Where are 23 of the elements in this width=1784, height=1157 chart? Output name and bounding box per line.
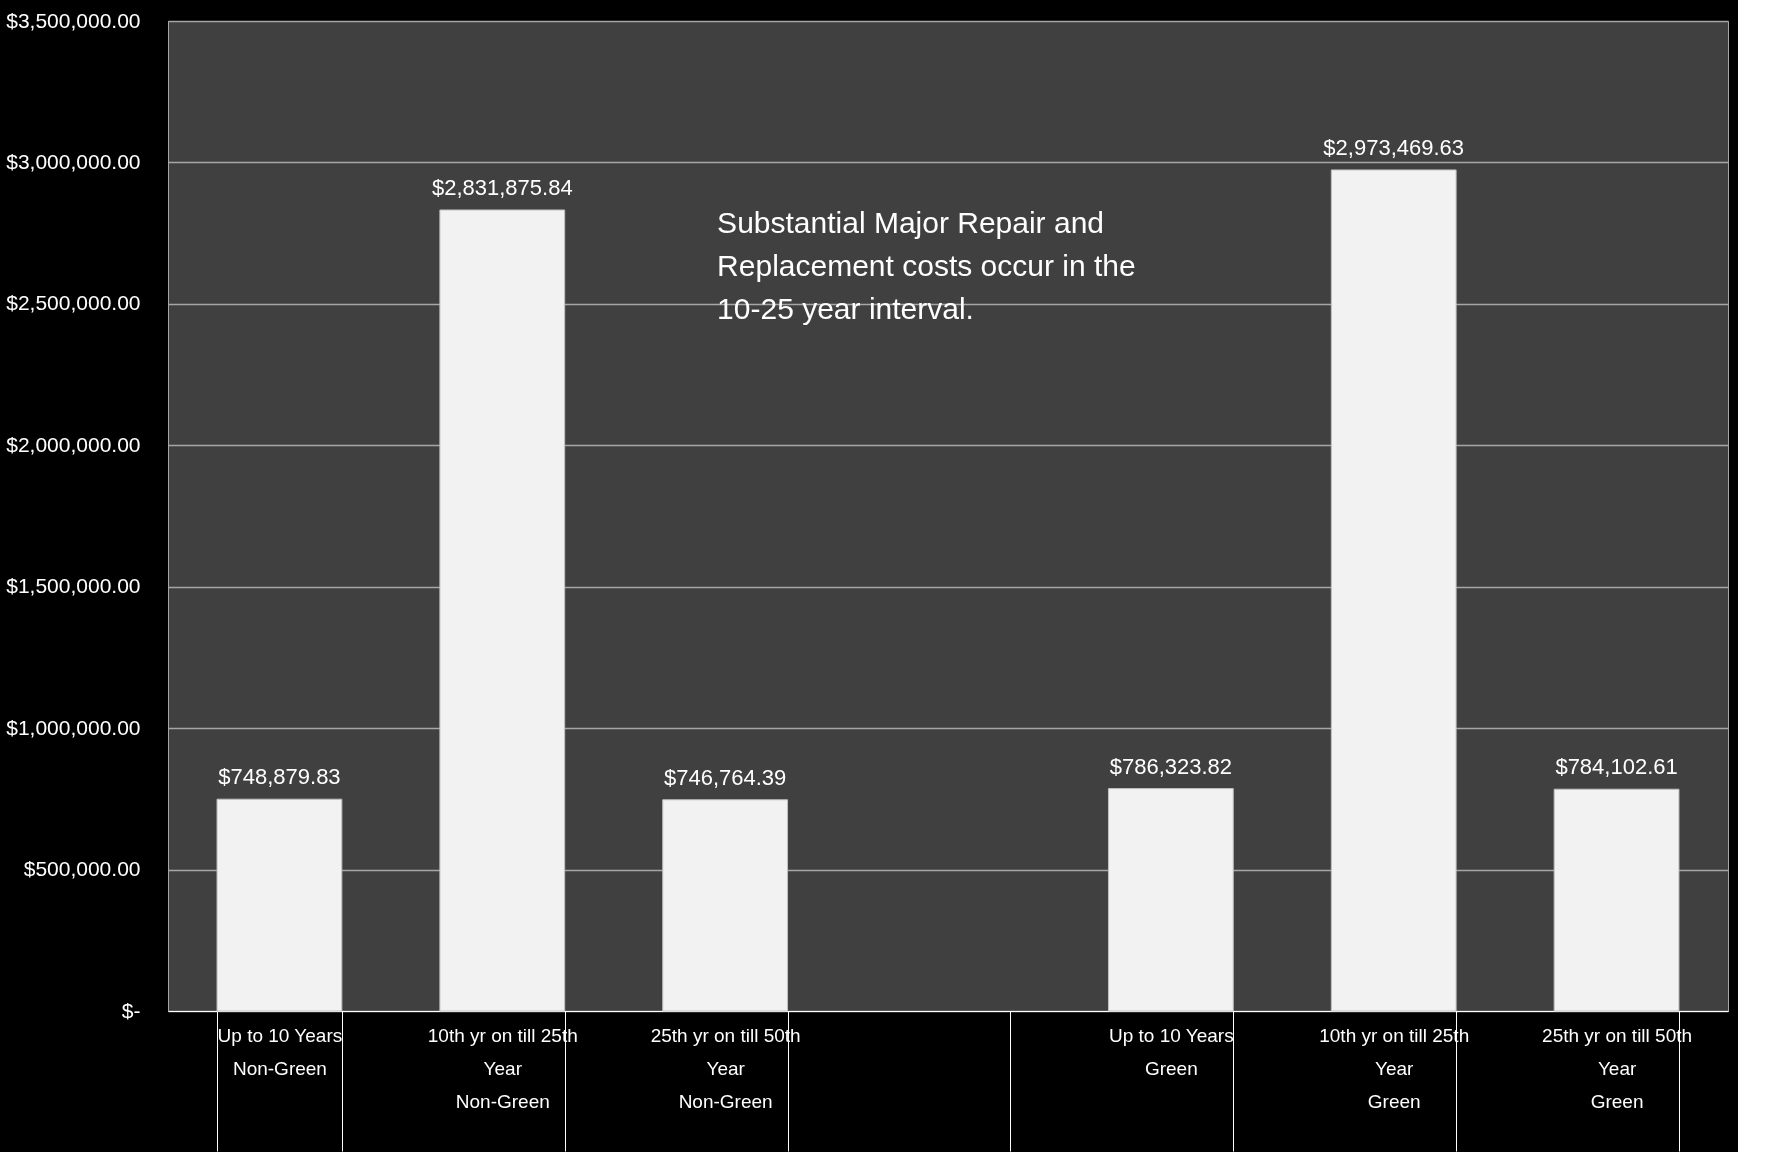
data-label: $748,879.83 [218,764,341,790]
y-tick-label: $3,000,000.00 [6,149,141,173]
y-tick-label: $1,000,000.00 [6,715,141,739]
bar [1330,169,1457,1012]
bar [439,209,566,1012]
y-tick-label: $1,500,000.00 [6,574,141,598]
x-tick-label: Up to 10 Years Non-Green [217,1024,343,1079]
data-label: $2,973,469.63 [1323,134,1465,160]
data-label: $746,764.39 [663,764,787,790]
y-tick-label: $2,500,000.00 [6,291,141,315]
data-label: $786,323.82 [1109,753,1233,779]
bar [216,798,343,1012]
data-label: $784,102.61 [1555,754,1678,780]
y-tick-label: $3,500,000.00 [6,8,141,32]
data-label: $2,831,875.84 [431,174,573,200]
bar [662,799,789,1012]
y-tick-label: $2,000,000.00 [6,432,141,456]
bar [1553,788,1680,1012]
bar [1107,788,1234,1012]
annotation: Substantial Major Repair and Replacement costs occur in the 10-25 year interval. [717,206,1136,326]
x-tick-label: Up to 10 Years Green [1109,1024,1234,1079]
y-tick-label: $- [121,998,141,1022]
y-tick-label: $500,000.00 [23,857,141,881]
